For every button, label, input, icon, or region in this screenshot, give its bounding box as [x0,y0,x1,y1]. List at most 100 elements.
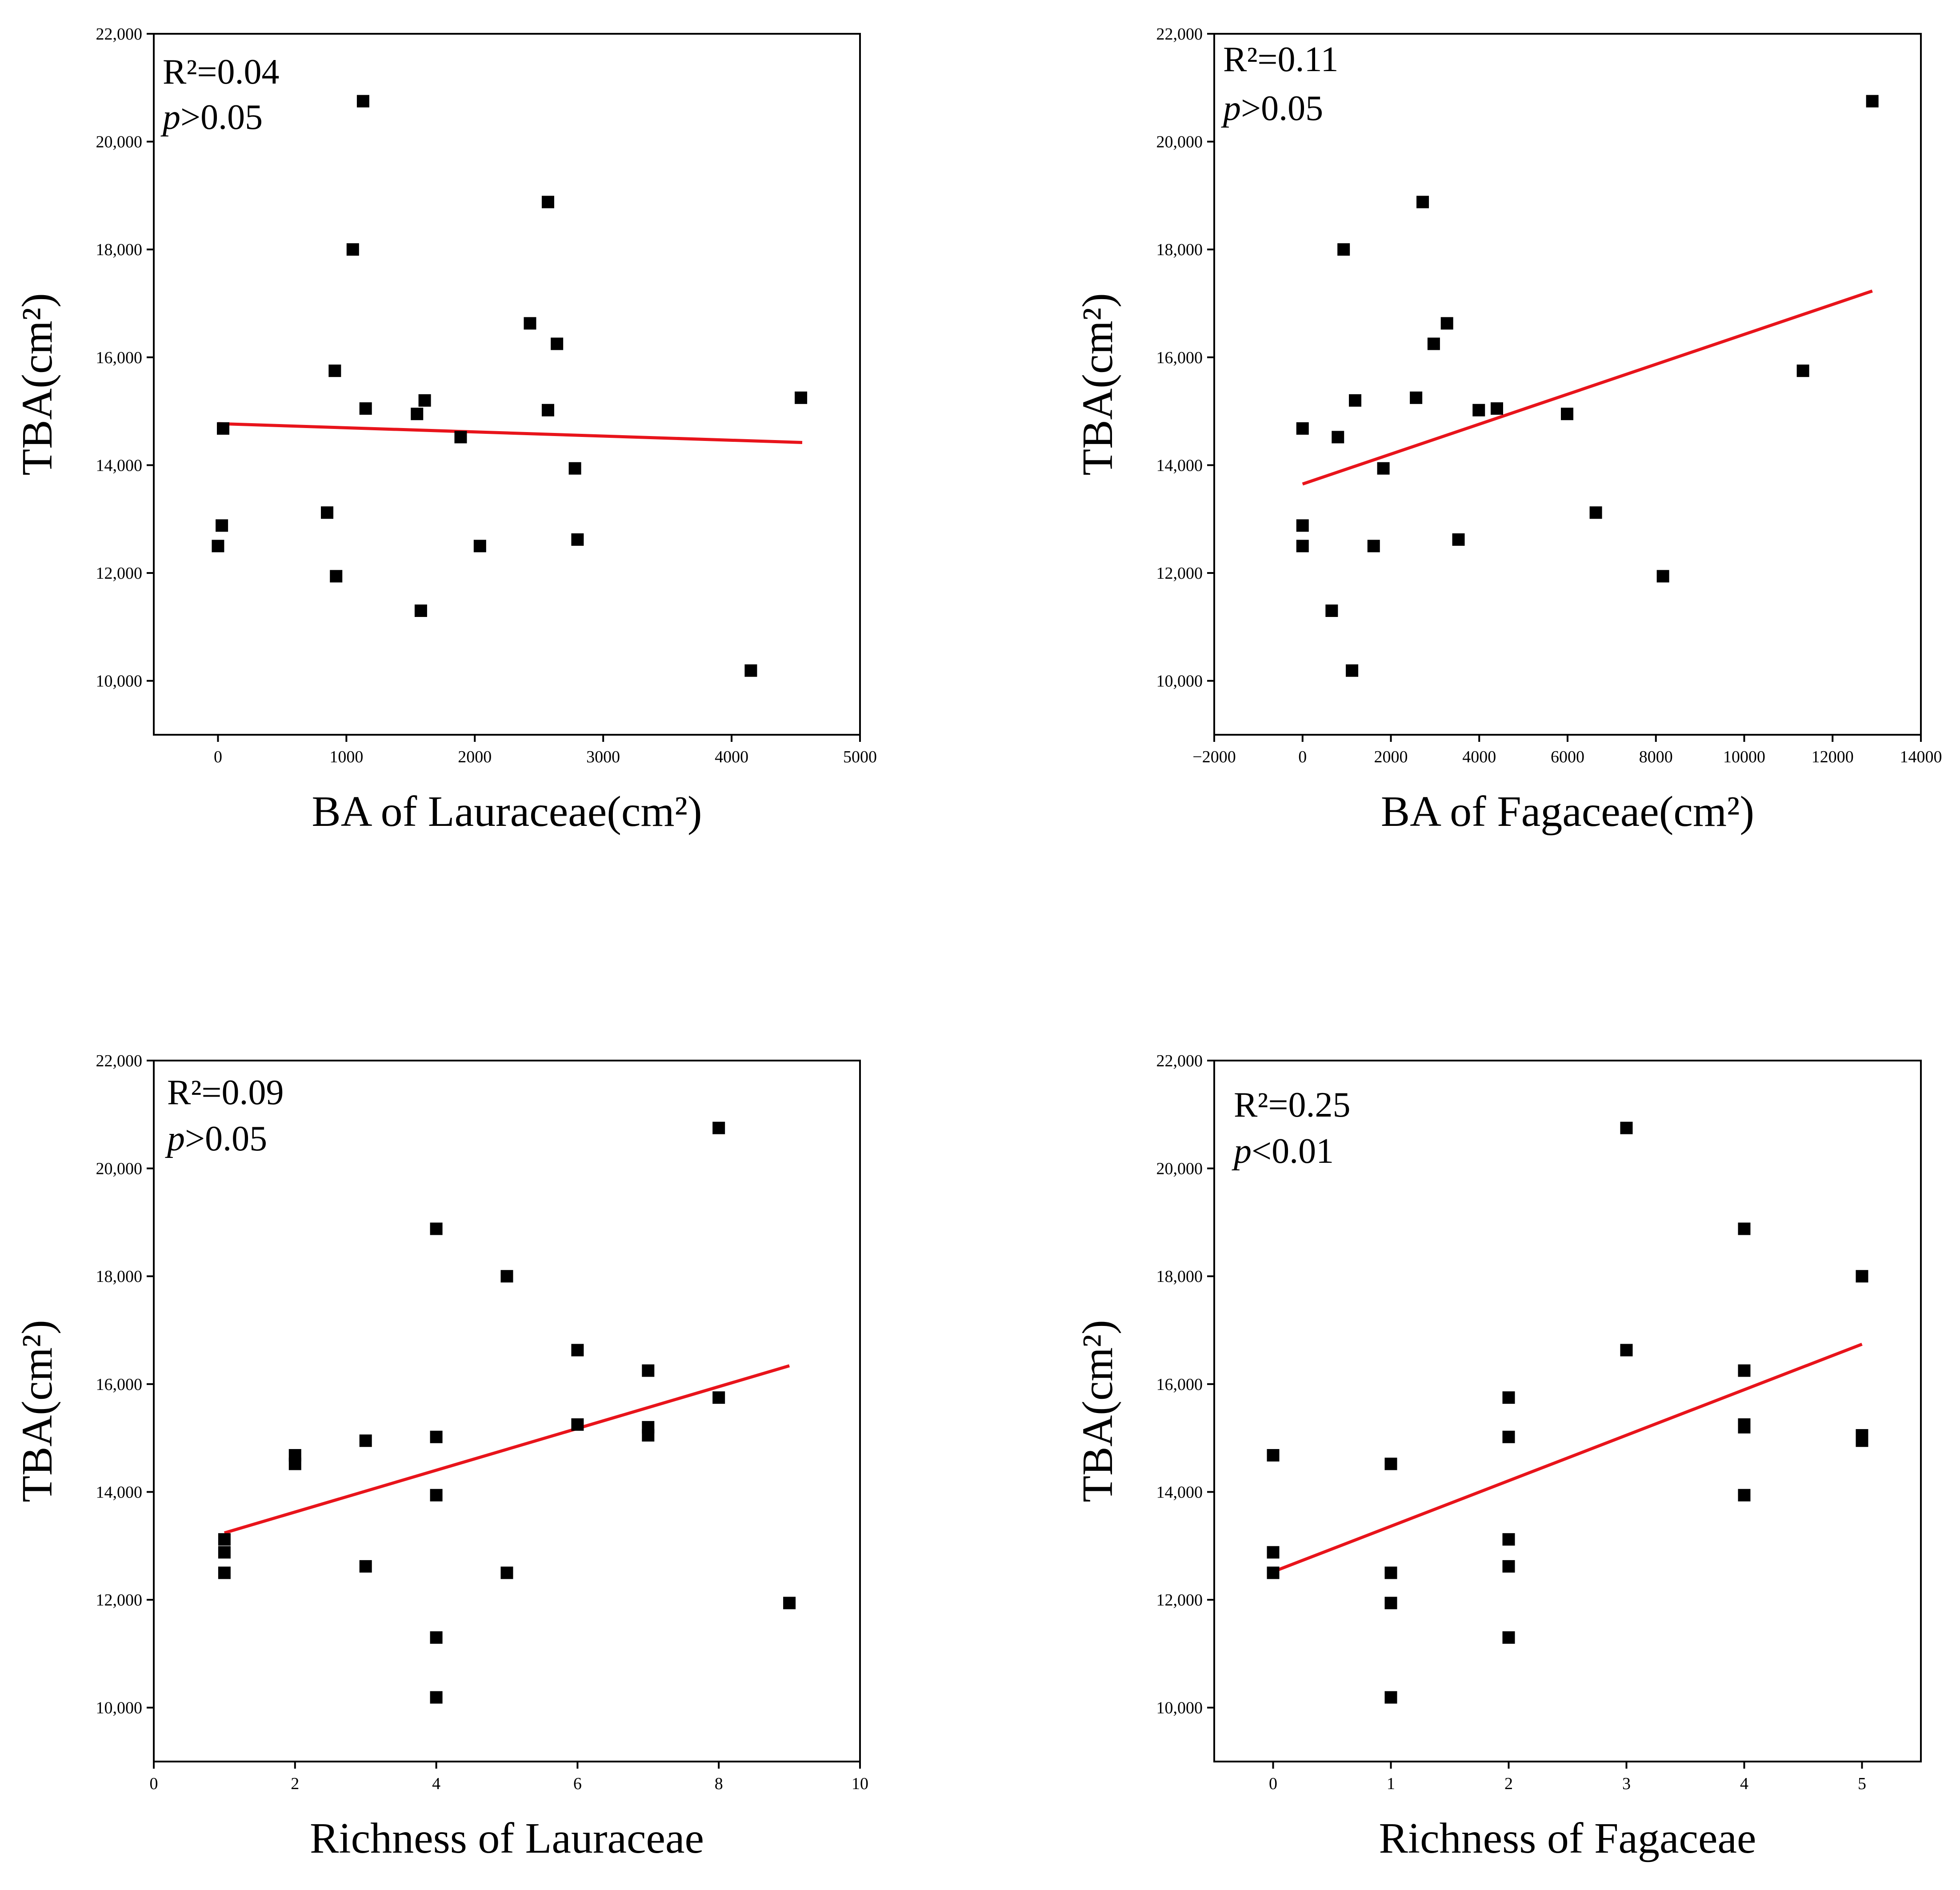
x-axis-title: BA of Fagaceae(cm²) [1381,788,1754,836]
p-value: >0.05 [180,98,263,137]
x-tick-label: 2 [1504,1774,1513,1793]
data-point [1502,1391,1515,1404]
y-tick-label: 22,000 [1156,1052,1203,1070]
p-symbol: p [165,1119,185,1158]
data-point [430,1691,443,1704]
y-tick-label: 12,000 [96,1591,143,1610]
y-tick-label: 20,000 [96,1160,143,1178]
data-point [359,1560,372,1573]
data-point [642,1429,655,1442]
x-tick-label: 3 [1622,1774,1631,1793]
data-point [551,337,564,350]
data-point [418,394,431,407]
data-point [500,1566,513,1579]
y-tick-label: 10,000 [1156,672,1203,691]
y-tick-label: 18,000 [96,1267,143,1286]
y-tick-label: 10,000 [96,672,143,691]
chart-panel-fagaceae-richness: 10,000 12,000 14,000 16,000 18,000 20,000 22,0… [1074,1052,1922,1862]
x-tick-label: 4 [1740,1774,1748,1793]
p-value: >0.05 [1241,89,1323,128]
y-tick-label: 22,000 [1156,25,1203,44]
p-symbol: p [1232,1132,1252,1171]
data-point [328,364,341,377]
data-point [1502,1430,1515,1443]
data-point [795,391,808,404]
p-value-label: p>0.05 [160,98,263,137]
y-tick-label: 14,000 [1156,456,1203,475]
chart-panel-lauraceae-ba: 10,000 12,000 14,000 16,000 18,000 20,000 22,0… [13,25,877,836]
data-point [1452,533,1465,546]
data-point [414,604,427,617]
data-point [744,664,757,677]
plot-frame [153,1060,861,1762]
x-tick-label: 2000 [458,748,492,766]
data-point [1796,364,1809,377]
x-tick-label: 0 [150,1774,158,1793]
data-point [541,196,554,208]
p-symbol: p [1221,89,1241,128]
data-point [1738,1222,1751,1235]
data-point [712,1391,725,1404]
data-point [430,1631,443,1644]
data-point [1472,404,1485,416]
y-axis-title: TBA(cm²) [13,1320,61,1502]
y-tick-label: 16,000 [1156,1375,1203,1394]
y-tick-label: 18,000 [96,240,143,259]
chart-panel-lauraceae-richness: 10,000 12,000 14,000 16,000 18,000 20,000 22,0… [13,1052,868,1862]
data-point [346,243,359,256]
data-point [571,1344,584,1357]
data-point [1296,540,1309,553]
data-point [1384,1458,1397,1470]
plot-frame [1213,1060,1922,1762]
p-value-label: p<0.01 [1232,1132,1334,1171]
data-point [1346,664,1359,677]
x-tick-label: 5000 [843,748,877,766]
y-tick-label: 18,000 [1156,1267,1203,1286]
data-point [321,506,334,519]
data-point [218,1533,231,1546]
regression-line [1302,289,1873,486]
data-point [568,462,581,475]
y-tick-label: 16,000 [96,348,143,367]
data-point [1589,506,1602,519]
y-tick-label: 10,000 [96,1699,143,1718]
p-value-label: p>0.05 [165,1119,267,1158]
y-axis-title: TBA(cm²) [13,293,61,475]
y-tick-label: 20,000 [1156,1160,1203,1178]
data-point [783,1597,796,1610]
y-tick-label: 12,000 [1156,1591,1203,1610]
data-point [1296,422,1309,435]
data-point [1738,1421,1751,1434]
data-point [212,540,224,553]
data-point [330,570,343,583]
x-tick-label: 8000 [1639,748,1673,766]
data-point [473,540,486,553]
x-tick-label: 12000 [1812,748,1854,766]
data-point [571,533,584,546]
data-point [1349,394,1362,407]
y-tick-label: 14,000 [96,1483,143,1502]
data-point [1384,1566,1397,1579]
data-point [1502,1631,1515,1644]
p-value: >0.05 [185,1119,267,1158]
data-point [1738,1489,1751,1502]
data-point [1502,1560,1515,1573]
x-tick-label: 0 [214,748,222,766]
r-squared-label: R²=0.09 [167,1073,284,1112]
y-tick-label: 22,000 [96,25,143,44]
p-symbol: p [160,98,180,137]
y-tick-label: 14,000 [1156,1483,1203,1502]
x-tick-label: 2000 [1374,748,1408,766]
data-point [1332,431,1344,444]
x-axis-title: BA of Lauraceae(cm²) [312,788,702,836]
p-value-label: p>0.05 [1221,89,1323,128]
y-tick-label: 16,000 [96,1375,143,1394]
x-tick-label: 8 [715,1774,723,1793]
data-point [1267,1566,1280,1579]
y-tick-label: 12,000 [96,564,143,583]
data-point [1656,570,1669,583]
data-point [1296,519,1309,532]
data-point [1377,462,1390,475]
data-point [1384,1691,1397,1704]
